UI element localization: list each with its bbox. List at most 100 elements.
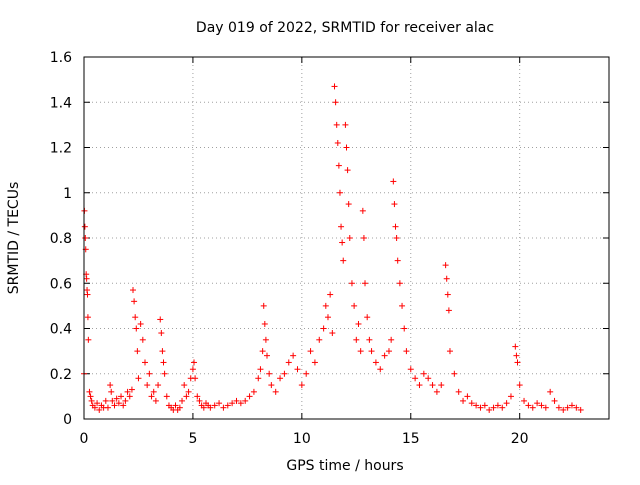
data-point xyxy=(266,370,273,377)
data-point xyxy=(390,178,397,185)
data-point xyxy=(385,348,392,355)
data-point xyxy=(512,343,519,350)
data-point xyxy=(525,402,532,409)
data-point xyxy=(333,121,340,128)
data-point xyxy=(246,393,253,400)
data-point xyxy=(538,402,545,409)
data-point xyxy=(368,348,375,355)
data-point xyxy=(568,402,575,409)
data-point xyxy=(277,375,284,382)
data-point xyxy=(377,366,384,373)
y-axis-label: SRMTID / TECUs xyxy=(6,182,22,295)
data-point xyxy=(534,400,541,407)
data-point xyxy=(261,320,268,327)
data-point xyxy=(83,275,90,282)
data-point xyxy=(399,302,406,309)
data-point xyxy=(161,370,168,377)
data-point xyxy=(94,400,101,407)
data-point xyxy=(139,336,146,343)
data-point xyxy=(122,397,129,404)
data-point xyxy=(364,314,371,321)
data-point xyxy=(516,382,523,389)
data-point xyxy=(96,406,103,413)
data-layer xyxy=(81,83,584,413)
data-point xyxy=(285,359,292,366)
data-point xyxy=(159,348,166,355)
data-point xyxy=(340,257,347,264)
data-point xyxy=(172,402,179,409)
data-point xyxy=(137,320,144,327)
data-point xyxy=(91,404,98,411)
data-point xyxy=(298,382,305,389)
data-point xyxy=(513,352,520,359)
y-tick-label: 1.2 xyxy=(50,141,72,157)
y-tick-label: 0.6 xyxy=(50,276,72,292)
data-point xyxy=(192,375,199,382)
data-point xyxy=(179,397,186,404)
data-point xyxy=(84,314,91,321)
data-point xyxy=(144,382,151,389)
data-point xyxy=(158,330,165,337)
data-point xyxy=(216,400,223,407)
data-point xyxy=(344,167,351,174)
data-point xyxy=(342,121,349,128)
data-point xyxy=(446,348,453,355)
data-point xyxy=(263,352,270,359)
data-point xyxy=(109,397,116,404)
data-point xyxy=(84,291,91,298)
data-point xyxy=(362,280,369,287)
data-point xyxy=(551,397,558,404)
data-point xyxy=(486,406,493,413)
data-point xyxy=(401,325,408,332)
data-point xyxy=(281,370,288,377)
data-point xyxy=(200,404,207,411)
data-point xyxy=(503,400,510,407)
data-point xyxy=(157,316,164,323)
data-point xyxy=(307,348,314,355)
data-point xyxy=(442,262,449,269)
data-point xyxy=(86,388,93,395)
data-point xyxy=(327,291,334,298)
data-point xyxy=(237,400,244,407)
data-point xyxy=(381,352,388,359)
data-point xyxy=(425,375,432,382)
data-point xyxy=(131,298,138,305)
data-point xyxy=(396,280,403,287)
data-point xyxy=(262,336,269,343)
data-point xyxy=(360,235,367,241)
data-point xyxy=(126,393,133,400)
data-point xyxy=(224,402,231,409)
data-point xyxy=(429,382,436,389)
data-point xyxy=(339,239,346,246)
data-point xyxy=(443,275,450,282)
data-point xyxy=(547,388,554,395)
data-point xyxy=(189,366,196,373)
data-point xyxy=(445,307,452,314)
x-axis-label: GPS time / hours xyxy=(286,458,403,474)
data-point xyxy=(242,397,249,404)
data-point xyxy=(255,375,262,382)
data-point xyxy=(351,302,358,309)
data-point xyxy=(460,397,467,404)
data-point xyxy=(207,404,214,411)
data-point xyxy=(346,235,353,241)
x-tick-label: 5 xyxy=(188,431,197,447)
data-point xyxy=(150,388,157,395)
data-point xyxy=(113,395,120,402)
data-point xyxy=(412,375,419,382)
data-point xyxy=(82,235,89,241)
data-point xyxy=(521,397,528,404)
data-point xyxy=(393,235,400,241)
y-tick-label: 0.4 xyxy=(50,322,72,338)
y-tick-label: 0.2 xyxy=(50,367,72,383)
y-tick-labels: 0 0.2 0.4 0.6 0.8 1 1.2 1.4 1.6 xyxy=(50,50,72,428)
data-point xyxy=(146,370,153,377)
data-point xyxy=(577,406,584,413)
data-point xyxy=(514,359,521,366)
x-tick-label: 20 xyxy=(511,431,529,447)
data-point xyxy=(357,348,364,355)
data-point xyxy=(444,291,451,298)
data-point xyxy=(120,402,127,409)
